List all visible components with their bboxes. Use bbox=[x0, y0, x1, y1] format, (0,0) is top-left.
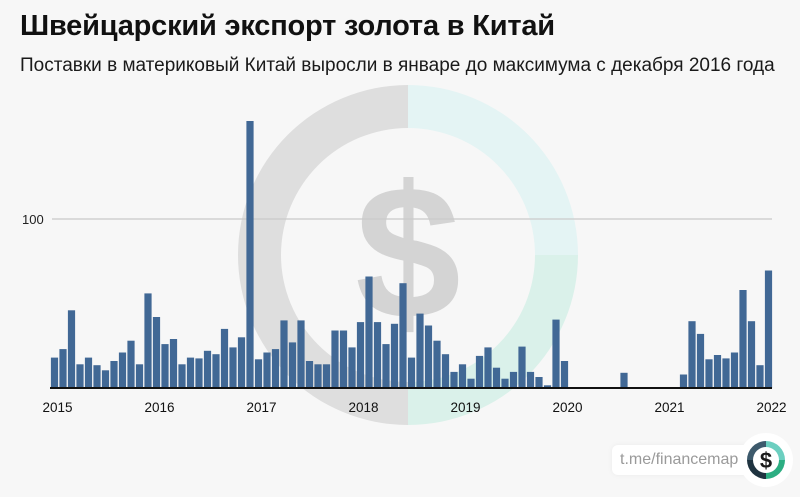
chart-title: Швейцарский экспорт золота в Китай bbox=[20, 10, 555, 42]
bar-2018-10 bbox=[433, 340, 441, 388]
dollar-ring-icon[interactable]: $ bbox=[738, 432, 794, 488]
bar-2021-12 bbox=[756, 365, 764, 388]
bar-2016-08 bbox=[212, 354, 220, 388]
bar-2015-10 bbox=[127, 340, 135, 388]
x-tick-label: 2016 bbox=[144, 400, 174, 415]
bar-2017-04 bbox=[280, 320, 288, 388]
bar-2016-07 bbox=[203, 350, 212, 388]
bar-2019-01 bbox=[458, 364, 467, 388]
bar-2016-09 bbox=[220, 328, 229, 388]
bar-2016-12 bbox=[246, 121, 254, 388]
bar-2019-06 bbox=[501, 378, 509, 388]
bar-2015-02 bbox=[59, 349, 67, 388]
bar-2019-03 bbox=[475, 355, 484, 388]
x-tick-label: 2021 bbox=[654, 400, 684, 415]
bar-2018-07 bbox=[407, 357, 416, 388]
bar-2018-12 bbox=[450, 371, 458, 388]
bar-2017-02 bbox=[263, 352, 271, 388]
bar-2019-09 bbox=[526, 371, 535, 388]
bar-2021-10 bbox=[739, 290, 747, 388]
bar-2018-02 bbox=[365, 276, 373, 388]
bar-2018-03 bbox=[373, 322, 382, 388]
source-pill[interactable] bbox=[612, 445, 762, 475]
x-tick-label: 2015 bbox=[42, 400, 72, 415]
bar-2018-09 bbox=[424, 325, 433, 388]
bar-2018-06 bbox=[399, 283, 407, 388]
bar-2016-11 bbox=[237, 337, 246, 388]
bar-2015-01 bbox=[50, 357, 59, 388]
bar-2019-04 bbox=[484, 347, 492, 388]
bar-2019-07 bbox=[509, 371, 518, 388]
bar-2016-06 bbox=[195, 358, 203, 388]
bar-2018-11 bbox=[441, 354, 450, 388]
bar-2019-08 bbox=[518, 346, 526, 388]
bar-2020-01 bbox=[560, 361, 569, 388]
bar-2019-12 bbox=[552, 319, 560, 388]
bar-2015-09 bbox=[118, 352, 127, 388]
x-axis-labels: 2015 2016 2017 2018 2019 2020 2021 2022 bbox=[42, 400, 786, 415]
bar-2019-11 bbox=[543, 385, 552, 388]
chart-subtitle: Поставки в материковый Китай выросли в я… bbox=[20, 55, 775, 76]
bar-2022-01 bbox=[764, 270, 773, 388]
bar-2017-10 bbox=[331, 330, 339, 388]
bar-2018-08 bbox=[416, 313, 424, 388]
x-tick-label: 2020 bbox=[552, 400, 582, 415]
x-tick-label: 2018 bbox=[348, 400, 378, 415]
bar-2021-05 bbox=[696, 333, 705, 388]
svg-text:$: $ bbox=[355, 147, 461, 359]
bar-2015-04 bbox=[76, 364, 84, 388]
bar-2015-06 bbox=[93, 365, 101, 388]
bar-2015-07 bbox=[101, 370, 110, 388]
bar-2015-11 bbox=[135, 364, 144, 388]
bar-2015-05 bbox=[84, 357, 93, 388]
bar-2017-05 bbox=[288, 342, 297, 388]
bar-2021-06 bbox=[705, 359, 713, 388]
y-tick-label: 100 bbox=[22, 212, 44, 227]
x-tick-label: 2017 bbox=[246, 400, 276, 415]
bar-2016-01 bbox=[152, 317, 161, 388]
bars-group bbox=[50, 121, 773, 388]
bar-2021-08 bbox=[722, 358, 730, 388]
bar-2017-07 bbox=[305, 361, 314, 388]
bar-2016-10 bbox=[229, 347, 237, 388]
bar-2020-08 bbox=[620, 372, 628, 388]
bar-2016-02 bbox=[161, 344, 169, 388]
bar-2017-06 bbox=[297, 320, 305, 388]
svg-text:$: $ bbox=[760, 448, 772, 473]
bar-2021-11 bbox=[747, 321, 756, 388]
bar-2017-11 bbox=[339, 330, 348, 388]
bar-2017-03 bbox=[271, 349, 280, 388]
source-link[interactable]: t.me/financemap bbox=[620, 451, 739, 468]
bar-2018-04 bbox=[382, 344, 390, 388]
bar-2021-03 bbox=[679, 374, 688, 388]
bar-2021-04 bbox=[688, 321, 696, 388]
bar-2015-12 bbox=[144, 293, 152, 388]
bar-2016-04 bbox=[178, 364, 186, 388]
bar-2017-08 bbox=[314, 364, 322, 388]
bar-2018-05 bbox=[390, 323, 399, 388]
bar-2021-07 bbox=[713, 355, 722, 388]
bar-2019-05 bbox=[492, 367, 501, 388]
bar-2017-09 bbox=[322, 364, 331, 388]
x-tick-label: 2019 bbox=[450, 400, 480, 415]
bar-2015-08 bbox=[110, 361, 118, 388]
bar-2017-01 bbox=[254, 359, 263, 388]
bar-2016-05 bbox=[186, 357, 195, 388]
bar-2017-12 bbox=[348, 347, 356, 388]
bar-2018-01 bbox=[356, 322, 365, 388]
bar-2021-09 bbox=[730, 352, 739, 388]
x-tick-label: 2022 bbox=[756, 400, 786, 415]
bar-2019-02 bbox=[467, 378, 475, 388]
bar-2015-03 bbox=[67, 310, 76, 388]
bar-2019-10 bbox=[535, 377, 543, 388]
bar-2016-03 bbox=[169, 339, 178, 388]
